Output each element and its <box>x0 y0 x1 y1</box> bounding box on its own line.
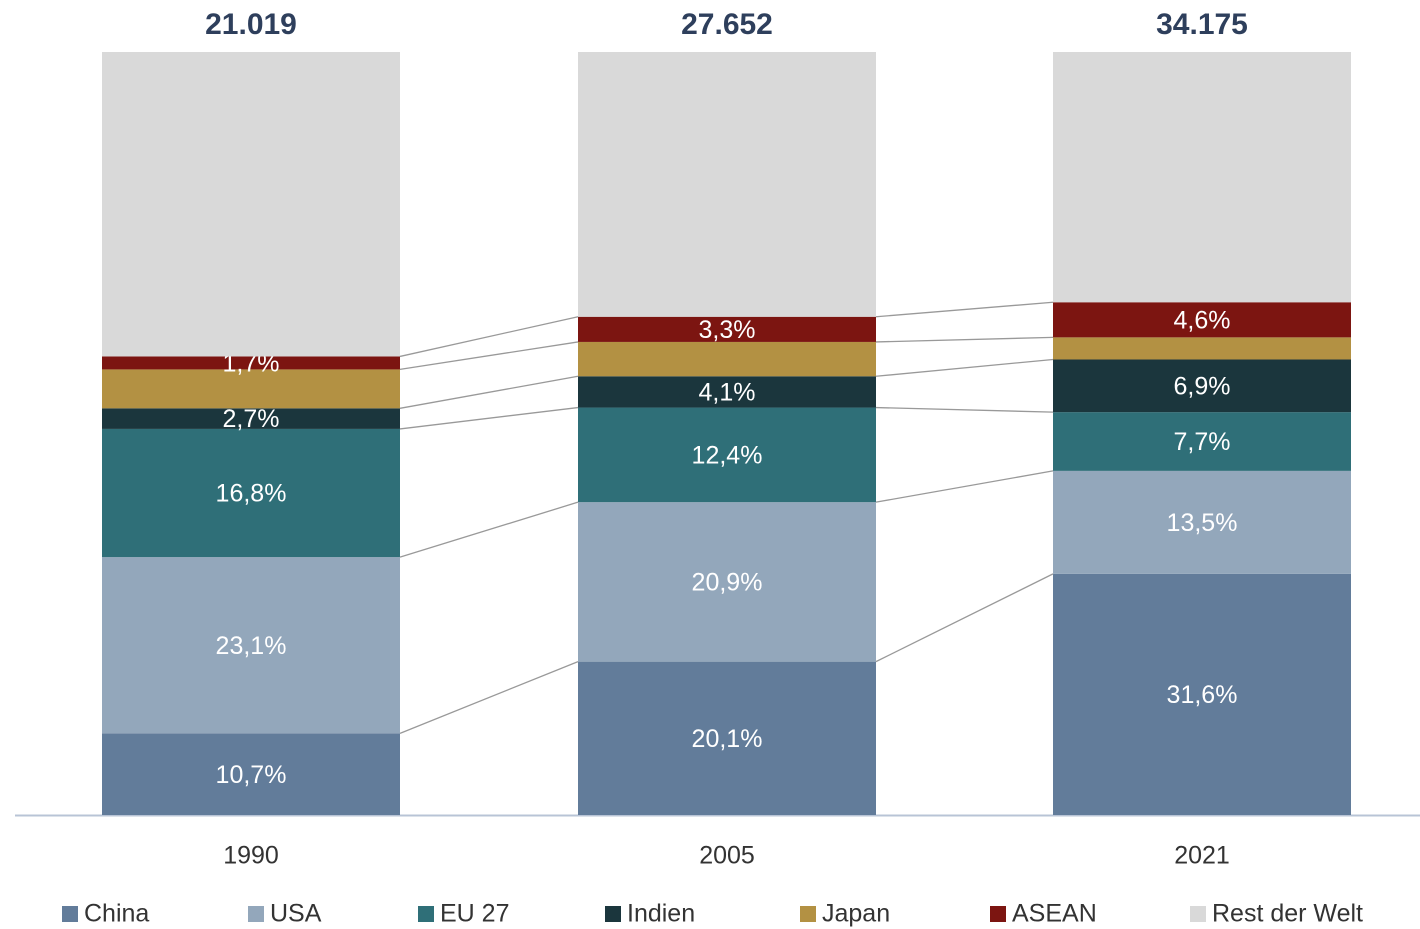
legend-swatch <box>605 906 621 922</box>
data-label: 23,1% <box>216 632 287 660</box>
bar-segment <box>578 376 876 408</box>
data-label: 20,9% <box>692 569 763 597</box>
connector-line <box>399 375 579 409</box>
legend-swatch <box>800 906 816 922</box>
data-label: 2,7% <box>223 405 280 433</box>
legend-label: EU 27 <box>440 900 509 928</box>
data-label: 31,6% <box>1167 681 1238 709</box>
connector-line <box>399 406 579 430</box>
data-label: 12,4% <box>692 441 763 469</box>
legend-swatch <box>990 906 1006 922</box>
data-label: 4,6% <box>1174 306 1231 334</box>
legend-label: USA <box>270 900 322 928</box>
legend-label: Japan <box>822 900 890 928</box>
legend-label: ASEAN <box>1012 900 1097 928</box>
connector-line <box>875 573 1054 663</box>
bar-segment <box>578 52 876 317</box>
bar-segment <box>578 502 876 662</box>
bar-segment <box>102 52 400 357</box>
connector-line <box>399 341 579 371</box>
bar-segment <box>1053 337 1351 360</box>
data-label: 7,7% <box>1174 428 1231 456</box>
bar-segment <box>1053 302 1351 338</box>
data-label: 20,1% <box>692 725 763 753</box>
total-label: 34.175 <box>1156 8 1248 41</box>
legend-swatch <box>1190 906 1206 922</box>
bar-segment <box>1053 359 1351 413</box>
bar-segment <box>578 661 876 815</box>
bar-segment <box>102 733 400 815</box>
connector-line <box>875 301 1054 318</box>
bar-segment <box>102 369 400 409</box>
data-label: 10,7% <box>216 761 287 789</box>
connector-line <box>399 501 579 558</box>
data-label: 6,9% <box>1174 372 1231 400</box>
connector-line <box>875 336 1054 343</box>
connector-line <box>399 316 579 358</box>
legend-label: China <box>84 900 149 928</box>
bar-segment <box>1053 412 1351 471</box>
bar-segment <box>578 341 876 377</box>
legend-swatch <box>62 906 78 922</box>
bar-segment <box>578 407 876 503</box>
data-label: 3,3% <box>699 316 756 344</box>
legend-label: Indien <box>627 900 695 928</box>
data-label: 4,1% <box>699 379 756 407</box>
bar-segment <box>578 316 876 342</box>
legend-swatch <box>418 906 434 922</box>
connector-line <box>399 661 579 734</box>
x-tick-label: 2005 <box>699 842 755 870</box>
connector-line <box>875 470 1054 503</box>
bar-segment <box>1053 52 1351 303</box>
bar-segment <box>102 428 400 558</box>
data-label: 13,5% <box>1167 509 1238 537</box>
bar-segment <box>1053 470 1351 574</box>
bar-segment <box>102 408 400 429</box>
data-label: 16,8% <box>216 480 287 508</box>
x-tick-label: 2021 <box>1174 842 1230 870</box>
total-label: 21.019 <box>205 8 297 41</box>
connector-line <box>875 358 1054 377</box>
connector-line <box>875 406 1054 413</box>
legend-swatch <box>248 906 264 922</box>
total-label: 27.652 <box>681 8 773 41</box>
bar-segment <box>1053 573 1351 815</box>
bar-segment <box>102 557 400 734</box>
bar-segment <box>102 356 400 370</box>
x-tick-label: 1990 <box>223 842 279 870</box>
legend-label: Rest der Welt <box>1212 900 1363 928</box>
